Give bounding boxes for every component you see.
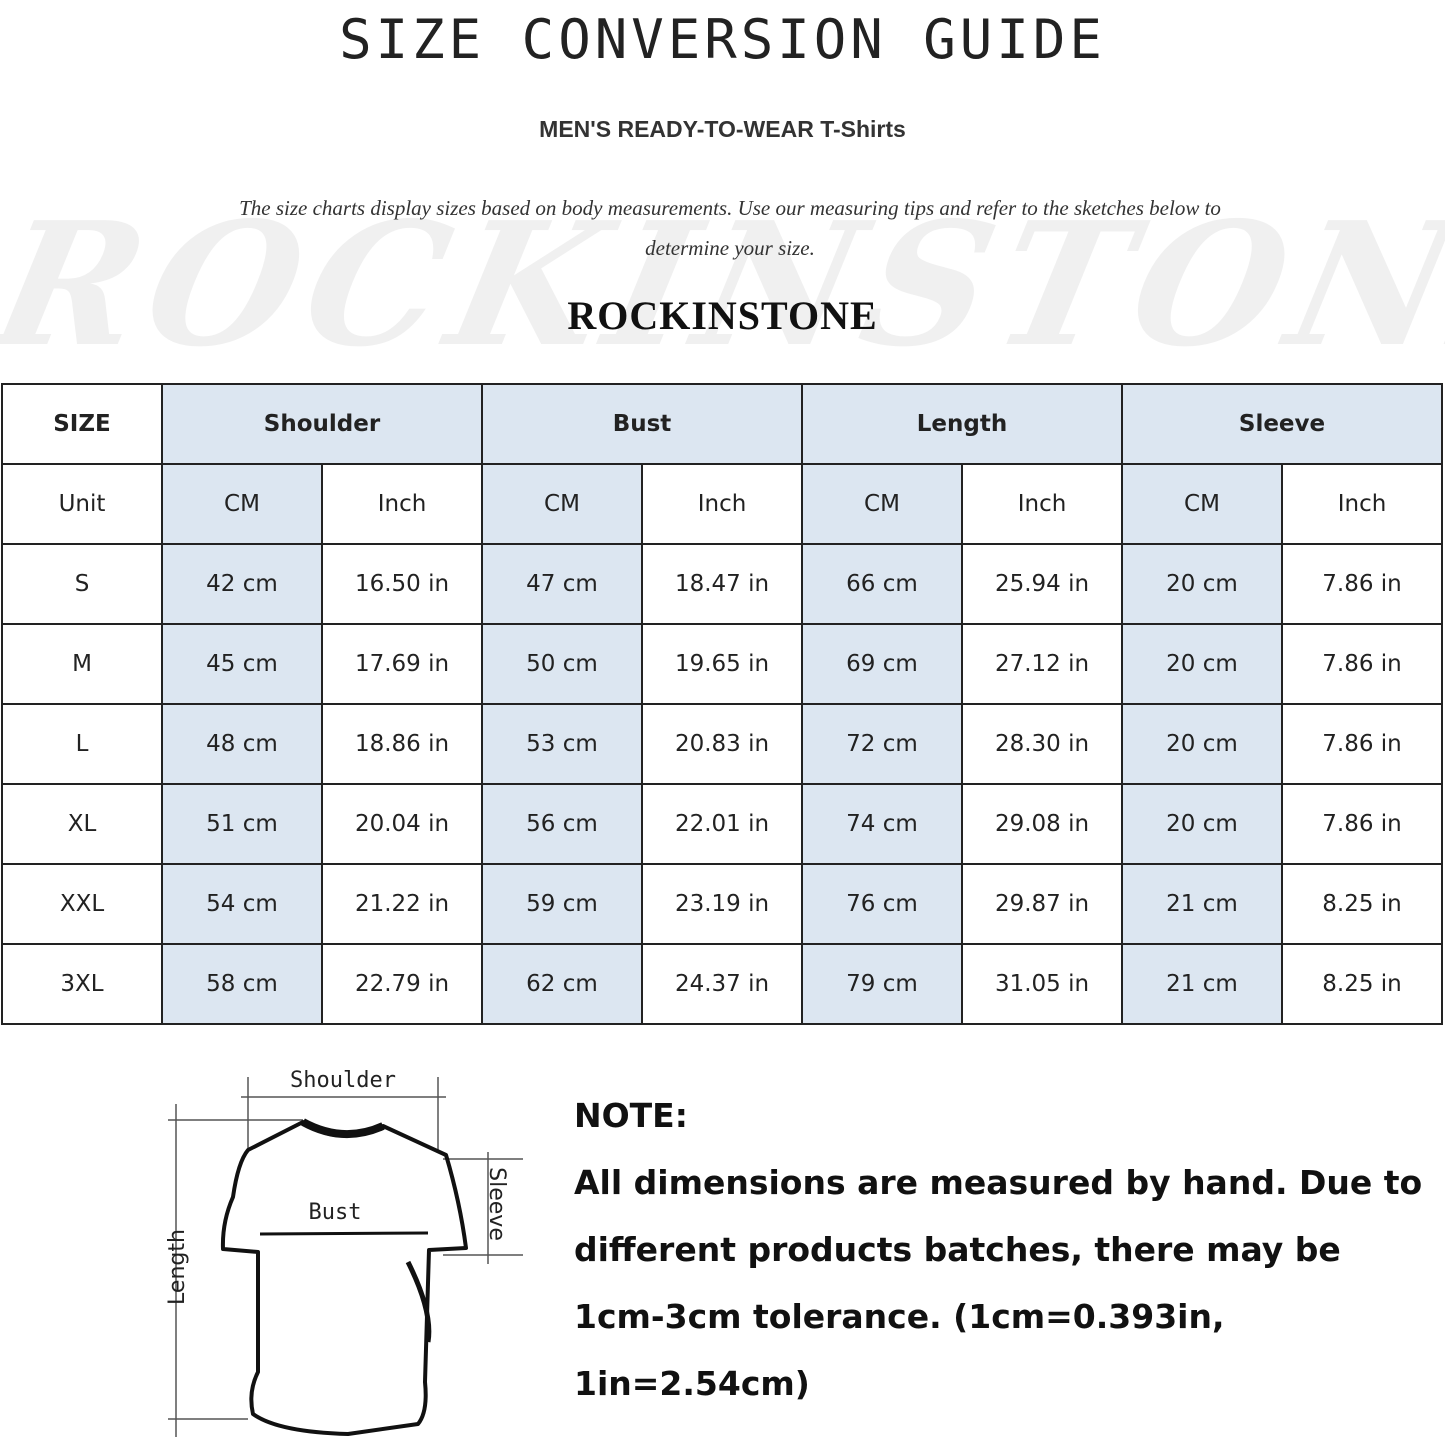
cm-cell: 79 cm (801, 943, 963, 1025)
bust-label: Bust (309, 1200, 362, 1225)
inch-cell: 16.50 in (321, 543, 483, 625)
subtitle: MEN'S READY-TO-WEAR T-Shirts (539, 116, 906, 142)
cm-cell: 20 cm (1121, 623, 1283, 705)
note-line: All dimensions are measured by hand. Due… (574, 1163, 1423, 1202)
inch-cell: 29.87 in (961, 863, 1123, 945)
inch-cell: 28.30 in (961, 703, 1123, 785)
cm-cell: 21 cm (1121, 863, 1283, 945)
table-row: L 48 cm 18.86 in 53 cm 20.83 in 72 cm 28.30 in… (1, 703, 1443, 785)
size-table: SIZE Shoulder Bust Length Sleeve Unit CM… (1, 383, 1443, 1025)
cm-cell: 20 cm (1121, 703, 1283, 785)
inch-cell: 29.08 in (961, 783, 1123, 865)
cm-cell: 62 cm (481, 943, 643, 1025)
brand-name: ROCKINSTONE (567, 293, 878, 338)
cm-cell: 20 cm (1121, 543, 1283, 625)
size-cell: 3XL (1, 943, 163, 1025)
length-label: Length (165, 1229, 190, 1305)
inch-cell: 7.86 in (1281, 623, 1443, 705)
inch-cell: 7.86 in (1281, 543, 1443, 625)
cm-cell: 69 cm (801, 623, 963, 705)
cm-cell: 58 cm (161, 943, 323, 1025)
inch-cell: 8.25 in (1281, 943, 1443, 1025)
inch-cell: 20.04 in (321, 783, 483, 865)
inch-cell: 7.86 in (1281, 703, 1443, 785)
note-block: NOTE: All dimensions are measured by han… (574, 1082, 1434, 1417)
size-cell: L (1, 703, 163, 785)
unit-cell: CM (1121, 463, 1283, 545)
table-row: 3XL 58 cm 22.79 in 62 cm 24.37 in 79 cm 31.05 … (1, 943, 1443, 1025)
inch-cell: 19.65 in (641, 623, 803, 705)
cm-cell: 45 cm (161, 623, 323, 705)
cm-cell: 47 cm (481, 543, 643, 625)
inch-cell: 25.94 in (961, 543, 1123, 625)
size-cell: XL (1, 783, 163, 865)
unit-cell: Inch (1281, 463, 1443, 545)
unit-row: Unit CM Inch CM Inch CM Inch CM Inch (1, 463, 1443, 545)
group-header-shoulder: Shoulder (161, 383, 483, 465)
note-line: 1cm-3cm tolerance. (1cm=0.393in, 1in=2.5… (574, 1297, 1225, 1403)
table-row: S 42 cm 16.50 in 47 cm 18.47 in 66 cm 25.94 in… (1, 543, 1443, 625)
cm-cell: 50 cm (481, 623, 643, 705)
cm-cell: 53 cm (481, 703, 643, 785)
group-header-length: Length (801, 383, 1123, 465)
cm-cell: 48 cm (161, 703, 323, 785)
cm-cell: 51 cm (161, 783, 323, 865)
size-cell: S (1, 543, 163, 625)
unit-cell: Inch (321, 463, 483, 545)
cm-cell: 42 cm (161, 543, 323, 625)
table-header-row: SIZE Shoulder Bust Length Sleeve (1, 383, 1443, 465)
measure-lines (168, 1077, 523, 1437)
group-header-bust: Bust (481, 383, 803, 465)
unit-header: Unit (1, 463, 163, 545)
inch-cell: 18.86 in (321, 703, 483, 785)
table-row: M 45 cm 17.69 in 50 cm 19.65 in 69 cm 27.12 in… (1, 623, 1443, 705)
cm-cell: 56 cm (481, 783, 643, 865)
cm-cell: 76 cm (801, 863, 963, 945)
unit-cell: Inch (641, 463, 803, 545)
table-row: XXL 54 cm 21.22 in 59 cm 23.19 in 76 cm 29.87 … (1, 863, 1443, 945)
inch-cell: 22.01 in (641, 783, 803, 865)
sleeve-label: Sleeve (484, 1167, 509, 1241)
tshirt-outline (220, 1118, 468, 1436)
size-cell: XXL (1, 863, 163, 945)
inch-cell: 27.12 in (961, 623, 1123, 705)
cm-cell: 74 cm (801, 783, 963, 865)
cm-cell: 59 cm (481, 863, 643, 945)
tshirt-measurement-sketch: Shoulder Bust Length Sleeve (165, 1068, 523, 1437)
intro-text: The size charts display sizes based on b… (239, 196, 1221, 260)
size-cell: M (1, 623, 163, 705)
note-line: different products batches, there may be (574, 1230, 1341, 1269)
inch-cell: 18.47 in (641, 543, 803, 625)
size-header: SIZE (1, 383, 163, 465)
inch-cell: 24.37 in (641, 943, 803, 1025)
cm-cell: 66 cm (801, 543, 963, 625)
note-heading: NOTE: (574, 1096, 688, 1135)
table-row: XL 51 cm 20.04 in 56 cm 22.01 in 74 cm 29.08 i… (1, 783, 1443, 865)
inch-cell: 23.19 in (641, 863, 803, 945)
inch-cell: 17.69 in (321, 623, 483, 705)
unit-cell: CM (161, 463, 323, 545)
inch-cell: 8.25 in (1281, 863, 1443, 945)
unit-cell: CM (481, 463, 643, 545)
cm-cell: 21 cm (1121, 943, 1283, 1025)
inch-cell: 20.83 in (641, 703, 803, 785)
shoulder-label: Shoulder (290, 1068, 396, 1093)
group-header-sleeve: Sleeve (1121, 383, 1443, 465)
unit-cell: Inch (961, 463, 1123, 545)
cm-cell: 54 cm (161, 863, 323, 945)
inch-cell: 7.86 in (1281, 783, 1443, 865)
cm-cell: 20 cm (1121, 783, 1283, 865)
page-title: SIZE CONVERSION GUIDE (339, 8, 1106, 71)
inch-cell: 31.05 in (961, 943, 1123, 1025)
cm-cell: 72 cm (801, 703, 963, 785)
inch-cell: 22.79 in (321, 943, 483, 1025)
inch-cell: 21.22 in (321, 863, 483, 945)
unit-cell: CM (801, 463, 963, 545)
